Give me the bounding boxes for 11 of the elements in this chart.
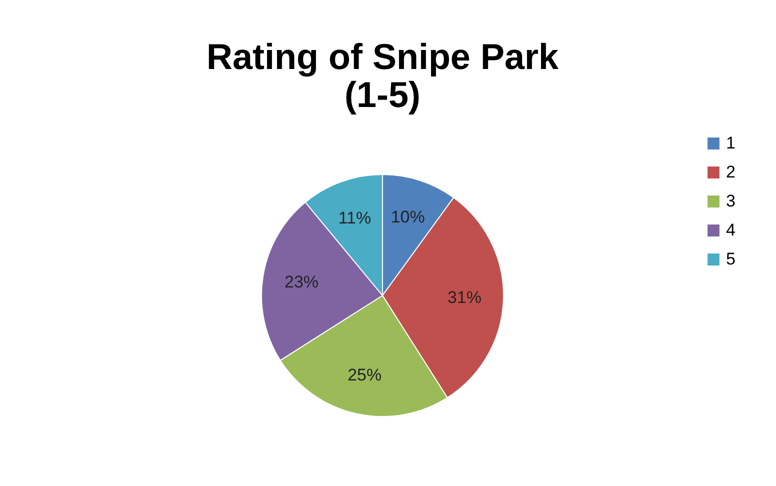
legend-label: 2 — [726, 162, 736, 182]
legend-label: 1 — [726, 134, 736, 152]
legend-label: 5 — [726, 250, 736, 268]
data-label: 25% — [348, 366, 382, 385]
data-label: 31% — [447, 288, 482, 308]
data-label: 10% — [390, 208, 425, 227]
legend-label: 3 — [726, 192, 736, 210]
data-label: 11% — [338, 208, 372, 228]
data-label: 23% — [284, 272, 319, 292]
legend-label: 4 — [726, 220, 736, 240]
chart-title: Rating of Snipe Park (1-5) — [206, 36, 560, 115]
